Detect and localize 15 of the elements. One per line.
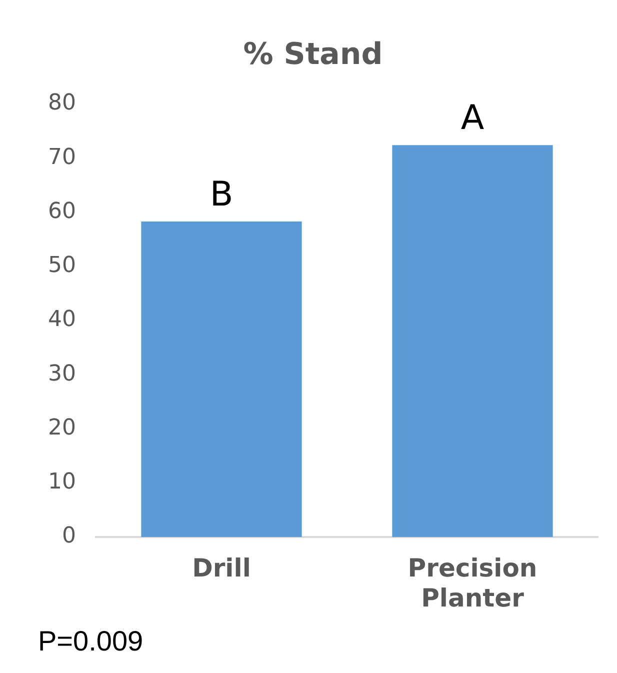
chart-title: % Stand [243,36,383,72]
x-tick-label: Drill [192,554,251,582]
y-tick-label: 30 [48,361,76,386]
y-tick-label: 20 [48,415,76,440]
y-tick-label: 70 [48,144,76,170]
y-tick-label: 40 [48,307,76,332]
y-tick-label: 60 [48,198,76,224]
y-tick-label: 50 [48,253,76,278]
text: P=0.009 [38,626,144,657]
y-tick-label: 0 [62,524,76,549]
y-tick-label: 10 [48,470,76,495]
annotation: B [210,174,234,214]
y-tick-label: 80 [48,90,76,116]
x-tick-label: Precision Planter [408,554,538,612]
annotation: A [460,98,484,138]
